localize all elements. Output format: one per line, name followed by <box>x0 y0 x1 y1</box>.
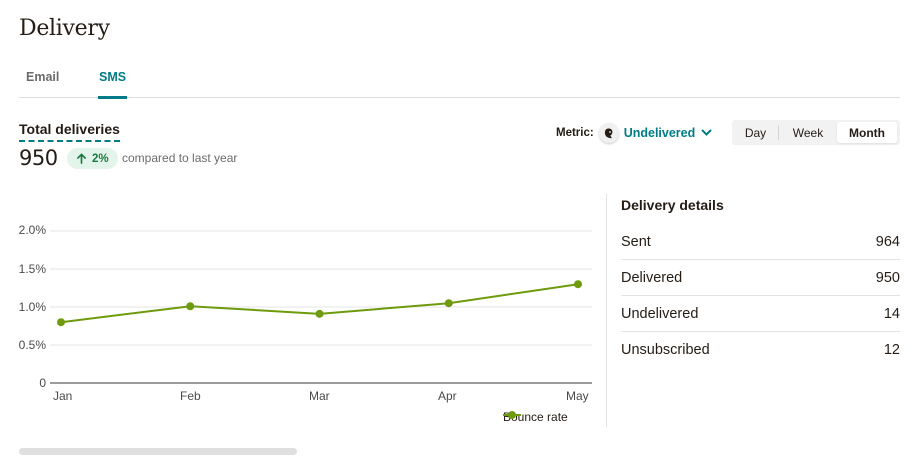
total-deliveries-label[interactable]: Total deliveries <box>19 121 120 142</box>
y-tick: 0.5% <box>18 338 46 352</box>
x-tick: Apr <box>438 389 457 403</box>
line-chart-plot <box>50 230 592 384</box>
data-point[interactable] <box>574 280 582 289</box>
y-tick: 1.0% <box>18 300 46 314</box>
y-tick: 2.0% <box>18 223 46 237</box>
chevron-down-icon <box>701 129 712 136</box>
data-point[interactable] <box>186 302 195 311</box>
horizontal-scrollbar[interactable] <box>19 448 297 455</box>
data-point[interactable] <box>315 309 324 318</box>
period-toggle: Day Week Month <box>732 120 900 145</box>
details-row-undelivered: Undelivered 14 <box>621 296 900 332</box>
metric-label: Metric: <box>556 127 594 139</box>
panel-divider <box>606 194 607 427</box>
period-day-button[interactable]: Day <box>732 120 779 145</box>
y-tick: 1.5% <box>18 262 46 276</box>
legend-marker-icon <box>503 411 521 419</box>
period-week-button[interactable]: Week <box>792 125 824 140</box>
details-row-unsubscribed: Unsubscribed 12 <box>621 332 900 368</box>
mailchimp-logo-icon <box>598 123 619 143</box>
page-title: Delivery <box>19 16 110 41</box>
row-value: 964 <box>875 233 900 250</box>
row-label: Unsubscribed <box>621 342 710 358</box>
row-label: Sent <box>621 233 651 250</box>
row-value: 14 <box>883 305 900 322</box>
chart-legend: Bounce rate <box>503 410 568 424</box>
arrow-up-icon <box>77 153 86 164</box>
tab-bar: Email SMS <box>19 60 900 99</box>
x-tick: Mar <box>309 389 330 403</box>
change-value: 2% <box>92 152 109 165</box>
change-badge: 2% <box>67 148 118 169</box>
y-tick: 0 <box>39 376 46 390</box>
row-value: 12 <box>883 342 900 358</box>
compare-text: compared to last year <box>122 151 238 165</box>
tab-sms[interactable]: SMS <box>97 70 128 99</box>
details-row-sent: Sent 964 <box>621 224 900 260</box>
metric-selector: Metric: Undelivered <box>556 121 712 145</box>
tab-email[interactable]: Email <box>26 70 60 84</box>
period-month-button[interactable]: Month <box>837 122 897 143</box>
details-row-delivered: Delivered 950 <box>621 260 900 296</box>
row-value: 950 <box>875 269 900 286</box>
data-point[interactable] <box>57 318 65 327</box>
total-deliveries-value: 950 <box>19 146 58 170</box>
x-tick: Jan <box>53 389 73 403</box>
x-tick: May <box>566 389 589 403</box>
delivery-details-title: Delivery details <box>621 197 724 213</box>
x-tick: Feb <box>180 389 201 403</box>
data-point[interactable] <box>444 299 453 308</box>
metric-dropdown[interactable]: Undelivered <box>624 126 713 140</box>
legend-label: Bounce rate <box>503 410 568 424</box>
row-label: Delivered <box>621 269 683 286</box>
delivery-details-panel: Delivery details Sent 964 Delivered 950 … <box>621 194 900 368</box>
row-label: Undelivered <box>621 305 699 322</box>
metric-selected-value: Undelivered <box>623 126 696 140</box>
bounce-rate-chart: 2.0% 1.5% 1.0% 0.5% 0 Jan Feb Mar Apr Ma… <box>0 210 600 430</box>
